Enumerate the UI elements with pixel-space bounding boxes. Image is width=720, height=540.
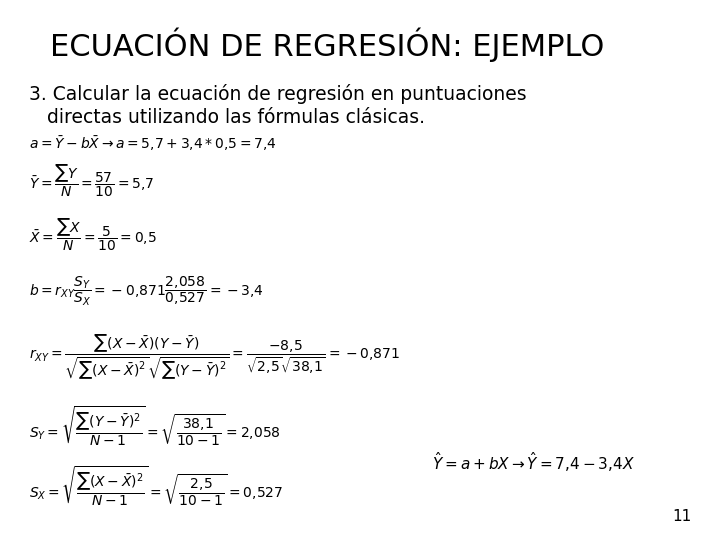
Text: 3. Calcular la ecuación de regresión en puntuaciones: 3. Calcular la ecuación de regresión en …	[29, 84, 526, 104]
Text: $S_X = \sqrt{\dfrac{\sum(X-\bar{X})^2}{N-1}} = \sqrt{\dfrac{2{,}5}{10-1}} = 0{,}: $S_X = \sqrt{\dfrac{\sum(X-\bar{X})^2}{N…	[29, 464, 283, 508]
Text: $\bar{X} = \dfrac{\sum X}{N} = \dfrac{5}{10} = 0{,}5$: $\bar{X} = \dfrac{\sum X}{N} = \dfrac{5}…	[29, 217, 157, 253]
Text: $S_Y = \sqrt{\dfrac{\sum(Y-\bar{Y})^2}{N-1}} = \sqrt{\dfrac{38{,}1}{10-1}} = 2{,: $S_Y = \sqrt{\dfrac{\sum(Y-\bar{Y})^2}{N…	[29, 405, 281, 448]
Text: ECUACIÓN DE REGRESIÓN: EJEMPLO: ECUACIÓN DE REGRESIÓN: EJEMPLO	[50, 27, 605, 62]
Text: $\bar{Y} = \dfrac{\sum Y}{N} = \dfrac{57}{10} = 5{,}7$: $\bar{Y} = \dfrac{\sum Y}{N} = \dfrac{57…	[29, 163, 154, 199]
Text: 11: 11	[672, 509, 691, 524]
Text: $a = \bar{Y} - b\bar{X} \rightarrow a = 5{,}7 + 3{,}4*0{,}5 = 7{,}4$: $a = \bar{Y} - b\bar{X} \rightarrow a = …	[29, 134, 276, 152]
Text: $\hat{Y} = a + bX \rightarrow \hat{Y} = 7{,}4 - 3{,}4X$: $\hat{Y} = a + bX \rightarrow \hat{Y} = …	[432, 450, 635, 474]
Text: $r_{XY} = \dfrac{\sum(X-\bar{X})(Y-\bar{Y})}{\sqrt{\sum(X-\bar{X})^2}\sqrt{\sum(: $r_{XY} = \dfrac{\sum(X-\bar{X})(Y-\bar{…	[29, 332, 400, 381]
Text: directas utilizando las fórmulas clásicas.: directas utilizando las fórmulas clásica…	[29, 108, 425, 127]
Text: $b = r_{XY}\dfrac{S_Y}{S_X} = -0{,}871\dfrac{2{,}058}{0{,}527} = -3{,}4$: $b = r_{XY}\dfrac{S_Y}{S_X} = -0{,}871\d…	[29, 275, 264, 308]
